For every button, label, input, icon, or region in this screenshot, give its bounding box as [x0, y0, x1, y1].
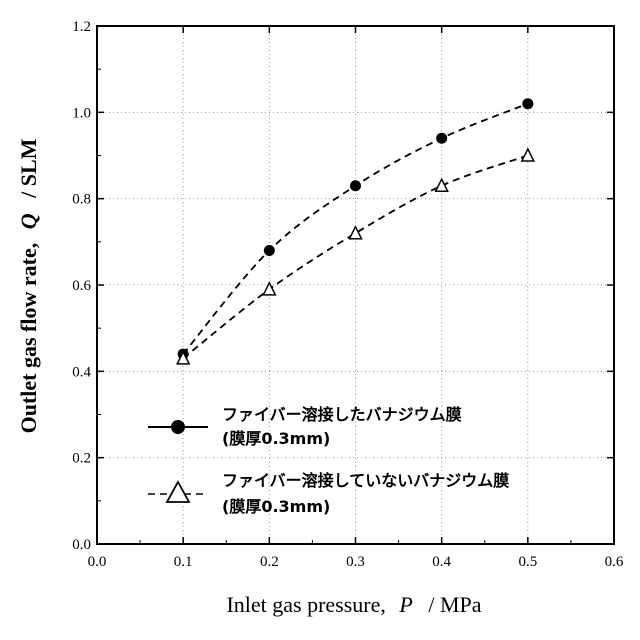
y-tick-label: 0.2: [72, 451, 91, 467]
y-axis-title: Outlet gas flow rate, Q / SLM: [16, 138, 41, 433]
x-axis-title-symbol: P: [398, 592, 412, 617]
data-point-circle: [436, 133, 447, 144]
legend-marker-1: [171, 420, 185, 434]
legend-label-1: ファイバー溶接したバナジウム膜: [222, 405, 462, 424]
y-tick-label: 1.0: [72, 105, 91, 121]
legend-label-1-line2: (膜厚0.3mm): [222, 429, 330, 448]
data-point-circle: [350, 180, 361, 191]
x-tick-label: 0.0: [88, 554, 107, 570]
y-axis-title-prefix: Outlet gas flow rate,: [16, 243, 41, 434]
x-tick-label: 0.5: [518, 554, 537, 570]
y-tick-label: 0.6: [72, 278, 91, 294]
legend-label-2-line2: (膜厚0.3mm): [222, 497, 330, 516]
data-point-circle: [264, 245, 275, 256]
y-tick-label: 0.8: [72, 192, 91, 208]
y-tick-label: 0.4: [72, 364, 91, 380]
x-axis-title: Inlet gas pressure, P / MPa: [226, 592, 481, 617]
y-axis-title-unit: / SLM: [16, 138, 41, 199]
y-tick-label: 0.0: [72, 537, 91, 553]
data-point-circle: [522, 98, 533, 109]
x-tick-label: 0.6: [605, 554, 624, 570]
x-tick-label: 0.4: [432, 554, 451, 570]
x-axis-title-prefix: Inlet gas pressure,: [226, 592, 385, 617]
y-axis-title-symbol: Q: [16, 213, 41, 229]
y-tick-label: 1.2: [72, 19, 91, 35]
x-axis-title-unit: / MPa: [428, 592, 481, 617]
x-tick-label: 0.2: [260, 554, 279, 570]
x-tick-label: 0.3: [346, 554, 365, 570]
legend-label-2: ファイバー溶接していないバナジウム膜: [222, 471, 509, 490]
x-tick-label: 0.1: [174, 554, 193, 570]
